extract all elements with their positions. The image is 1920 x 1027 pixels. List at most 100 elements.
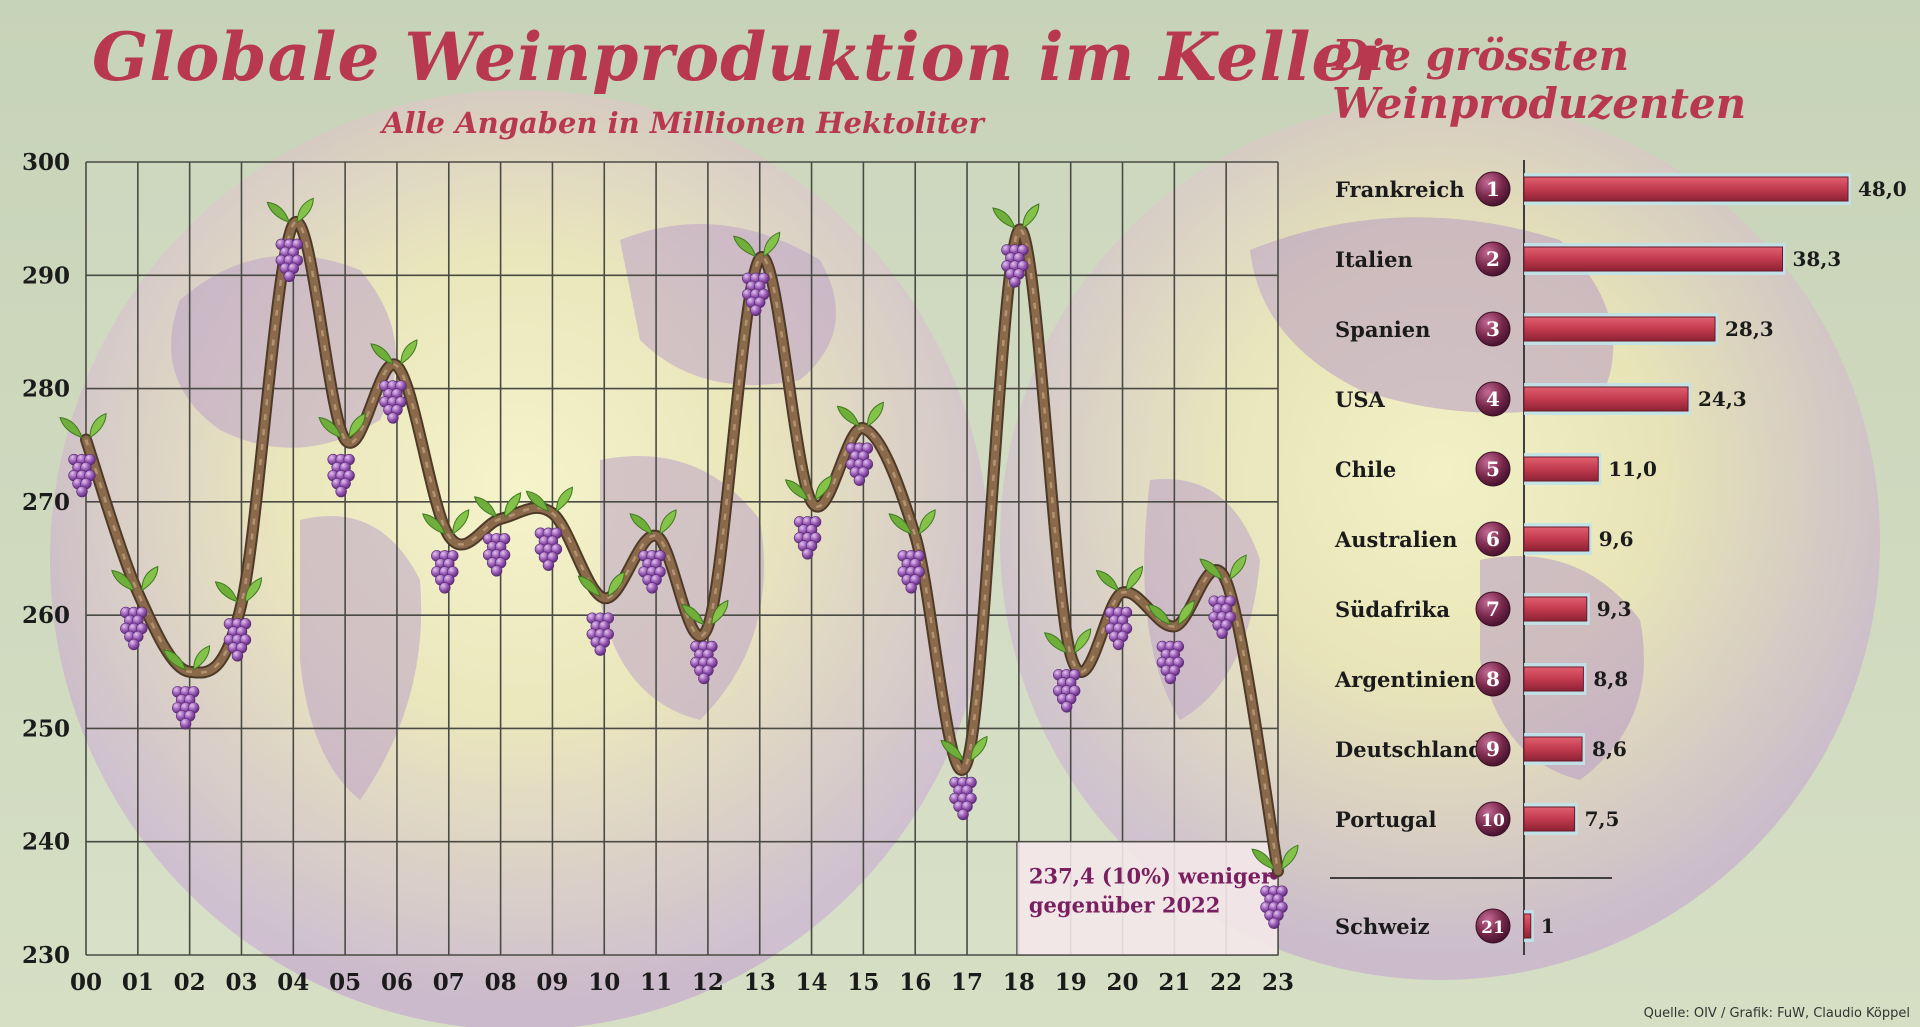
x-tick-label: 12 [692, 969, 724, 996]
chart-subtitle: Alle Angaben in Millionen Hektoliter [382, 106, 984, 140]
ranking-title-line2: Weinproduzenten [1332, 79, 1747, 128]
bar-value-label: 38,3 [1793, 247, 1842, 271]
bar [1523, 913, 1532, 939]
chart-title: Globale Weinproduktion im Keller [92, 18, 1391, 96]
y-tick-label: 300 [22, 149, 70, 176]
line-chart: 00 01 02 03 04 05 06 07 08 09 10 11 12 13 14 15 16 17 18 19… [22, 149, 1299, 996]
rank-badge [1475, 731, 1511, 767]
y-tick-label: 260 [22, 602, 70, 629]
data-point-grape [1044, 628, 1092, 713]
bar-row: Spanien 3 28,3 [1335, 311, 1774, 347]
x-tick-label: 10 [588, 969, 620, 996]
data-point-grape [370, 339, 418, 424]
data-point-grape [214, 577, 262, 662]
annotation-line2: gegenüber 2022 [1029, 893, 1221, 918]
x-tick-label: 23 [1262, 969, 1294, 996]
x-tick-label: 21 [1158, 969, 1190, 996]
y-tick-label: 280 [22, 376, 70, 403]
rank-number: 3 [1486, 317, 1500, 341]
x-tick-label: 18 [1003, 969, 1035, 996]
y-tick-label: 250 [22, 715, 70, 742]
y-tick-label: 230 [22, 942, 70, 969]
bar-value-label: 9,6 [1599, 527, 1634, 551]
source-note: Quelle: OIV / Grafik: FuW, Claudio Köppe… [1643, 1006, 1910, 1021]
rank-badge [1475, 311, 1511, 347]
rank-badge [1475, 661, 1511, 697]
data-point-grape [525, 486, 573, 571]
bar [1523, 316, 1716, 342]
x-tick-label: 05 [329, 969, 361, 996]
y-tick-label: 240 [22, 829, 70, 856]
y-tick-label: 270 [22, 489, 70, 516]
x-tick-label: 00 [70, 969, 102, 996]
data-point-grape [681, 599, 729, 685]
bar [1523, 666, 1584, 692]
bar-category-label: Australien [1334, 527, 1457, 552]
bar-category-label: Frankreich [1335, 177, 1465, 202]
bar-row: USA 4 24,3 [1335, 381, 1747, 417]
x-tick-label: 01 [122, 969, 154, 996]
data-point-grape [940, 735, 988, 821]
bar-value-label: 24,3 [1698, 387, 1747, 411]
bar [1523, 246, 1784, 272]
bar-category-label: Argentinien [1334, 667, 1475, 692]
bar-category-label: Chile [1335, 457, 1396, 482]
data-point-grape [888, 509, 936, 594]
rank-badge [1475, 381, 1511, 417]
rank-number: 5 [1486, 457, 1500, 481]
x-tick-label: 13 [744, 969, 776, 996]
data-point-grape [422, 509, 470, 594]
data-point-grape [1251, 844, 1299, 929]
data-point-grape [577, 571, 625, 656]
annotation-box [1016, 841, 1279, 956]
bar-value-label: 1 [1541, 914, 1555, 938]
rank-badge [1475, 171, 1511, 207]
x-tick-label: 15 [847, 969, 879, 996]
bar-category-label: Schweiz [1335, 914, 1430, 939]
bar-row: Australien 6 9,6 [1334, 521, 1634, 557]
bar [1523, 526, 1590, 552]
bar-category-label: Italien [1335, 247, 1413, 272]
data-point-grape [111, 565, 159, 651]
rank-number: 9 [1486, 737, 1500, 761]
data-point-grape [1199, 554, 1247, 639]
data-point-grape [59, 412, 107, 498]
rank-badge [1475, 908, 1511, 944]
ranking-title-line1: Die grössten [1332, 31, 1630, 80]
bar-value-label: 9,3 [1597, 597, 1632, 621]
bar-category-label: Südafrika [1335, 597, 1450, 622]
data-point-grape [318, 412, 366, 498]
x-tick-label: 03 [225, 969, 257, 996]
rank-number: 10 [1481, 811, 1505, 831]
bar-category-label: Deutschland [1335, 737, 1483, 762]
x-tick-label: 11 [640, 969, 672, 996]
bar-value-label: 28,3 [1725, 317, 1774, 341]
vine-line-texture [84, 220, 1280, 872]
y-tick-label: 290 [22, 262, 70, 289]
bar-category-label: Spanien [1335, 317, 1430, 342]
rank-badge [1475, 241, 1511, 277]
bar [1523, 176, 1849, 202]
rank-number: 4 [1486, 387, 1500, 411]
annotation-line1: 237,4 (10%) weniger [1029, 864, 1273, 889]
bar-category-label: Portugal [1335, 807, 1437, 832]
rank-badge [1475, 801, 1511, 837]
x-tick-label: 06 [381, 969, 413, 996]
x-tick-label: 14 [796, 969, 828, 996]
bar [1523, 806, 1576, 832]
x-tick-label: 20 [1107, 969, 1139, 996]
rank-badge [1475, 591, 1511, 627]
data-point-grape [784, 475, 833, 560]
data-point-grape [162, 645, 211, 730]
rank-number: 1 [1486, 177, 1500, 201]
bar [1523, 596, 1588, 622]
data-point-grape [836, 401, 884, 486]
x-tick-label: 22 [1210, 969, 1242, 996]
bar-row: Italien 2 38,3 [1335, 241, 1842, 277]
bar-value-label: 8,8 [1593, 667, 1628, 691]
rank-number: 21 [1481, 918, 1505, 938]
bar-row: Argentinien 8 8,8 [1334, 661, 1628, 697]
bar-value-label: 48,0 [1858, 177, 1907, 201]
plot-area [86, 162, 1278, 955]
